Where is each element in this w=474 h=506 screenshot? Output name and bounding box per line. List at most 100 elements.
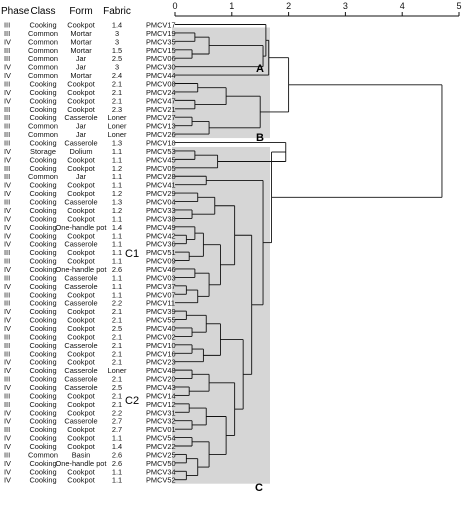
table-row: IV Cooking Cookpot 1.1 PMCV38 bbox=[4, 214, 176, 223]
cell-fabric: 2.1 bbox=[112, 375, 122, 384]
cell-phase: IV bbox=[4, 71, 11, 80]
table-row: III Common Jar Loner PMCV13 bbox=[4, 122, 176, 131]
cell-form: Cookpot bbox=[67, 400, 95, 409]
cell-class: Cooking bbox=[29, 358, 56, 367]
cell-phase: III bbox=[4, 80, 10, 89]
cell-form: Cookpot bbox=[67, 332, 95, 341]
cell-class: Cooking bbox=[29, 467, 56, 476]
cell-sample: PMCV19 bbox=[146, 29, 176, 38]
group-label-c: C bbox=[255, 482, 263, 494]
cell-sample: PMCV45 bbox=[146, 155, 176, 164]
cell-form: Cookpot bbox=[67, 434, 95, 443]
cell-class: Cooking bbox=[29, 139, 56, 148]
cell-sample: PMCV10 bbox=[146, 341, 176, 350]
cell-class: Cooking bbox=[29, 299, 56, 308]
cell-fabric: 1.1 bbox=[112, 155, 122, 164]
cell-phase: IV bbox=[4, 408, 11, 417]
cell-class: Cooking bbox=[29, 80, 56, 89]
cell-form: Cookpot bbox=[67, 425, 95, 434]
cell-fabric: 2.1 bbox=[112, 358, 122, 367]
axis-tick-label: 1 bbox=[229, 1, 234, 11]
table-row: IV Cooking Cookpot 1.1 PMCV52 bbox=[4, 476, 176, 485]
cell-sample: PMCV28 bbox=[146, 172, 176, 181]
cell-fabric: 1.3 bbox=[112, 139, 122, 148]
cell-phase: IV bbox=[4, 88, 11, 97]
cell-form: Cookpot bbox=[67, 467, 95, 476]
cell-phase: III bbox=[4, 122, 10, 131]
cell-phase: IV bbox=[4, 324, 11, 333]
cell-fabric: Loner bbox=[108, 122, 127, 131]
table-row: III Cooking Cookpot 2.1 PMCV12 bbox=[4, 400, 176, 409]
cell-class: Cooking bbox=[29, 425, 56, 434]
cell-fabric: 2.1 bbox=[112, 80, 122, 89]
cell-class: Cooking bbox=[29, 265, 56, 274]
cell-fabric: 2.1 bbox=[112, 307, 122, 316]
cell-class: Cooking bbox=[29, 366, 56, 375]
table-row: III Cooking Casserole 1.1 PMCV03 bbox=[4, 273, 176, 282]
cell-sample: PMCV30 bbox=[146, 63, 176, 72]
cell-fabric: 2.3 bbox=[112, 105, 122, 114]
axis-tick-label: 5 bbox=[456, 1, 461, 11]
cell-phase: III bbox=[4, 139, 10, 148]
table-row: III Cooking Casserole 2.2 PMCV11 bbox=[4, 299, 175, 308]
cell-class: Cooking bbox=[29, 316, 56, 325]
cell-phase: III bbox=[4, 375, 10, 384]
cell-sample: PMCV44 bbox=[146, 71, 176, 80]
cell-form: Cookpot bbox=[67, 307, 95, 316]
table-row: IV Cooking Cookpot 1.1 PMCV34 bbox=[4, 467, 176, 476]
cell-phase: III bbox=[4, 425, 10, 434]
cell-form: Casserole bbox=[64, 383, 97, 392]
cell-phase: III bbox=[4, 299, 10, 308]
cell-fabric: 2.1 bbox=[112, 332, 122, 341]
cell-fabric: 1.1 bbox=[112, 467, 122, 476]
cell-fabric: 2.5 bbox=[112, 324, 122, 333]
table-row: IV Cooking Casserole 2.7 PMCV32 bbox=[4, 417, 176, 426]
cell-fabric: 2.1 bbox=[112, 88, 122, 97]
cell-phase: IV bbox=[4, 467, 11, 476]
axis-tick-label: 4 bbox=[400, 1, 405, 11]
cell-form: Mortar bbox=[70, 71, 92, 80]
cell-sample: PMCV23 bbox=[146, 358, 176, 367]
cell-class: Cooking bbox=[29, 442, 56, 451]
cell-form: Cookpot bbox=[67, 257, 95, 266]
cell-class: Cooking bbox=[29, 88, 56, 97]
cell-fabric: 1.5 bbox=[112, 46, 122, 55]
cell-fabric: 3 bbox=[115, 37, 119, 46]
table-row: III Common Mortar 1.5 PMCV15 bbox=[4, 46, 176, 55]
cell-sample: PMCV27 bbox=[146, 113, 176, 122]
cell-class: Cooking bbox=[29, 408, 56, 417]
cell-class: Cooking bbox=[29, 164, 56, 173]
cell-phase: IV bbox=[4, 442, 11, 451]
cell-phase: III bbox=[4, 273, 10, 282]
cell-fabric: 2.2 bbox=[112, 299, 122, 308]
cell-phase: IV bbox=[4, 214, 11, 223]
cell-sample: PMCV37 bbox=[146, 282, 176, 291]
cell-form: Jar bbox=[76, 172, 87, 181]
cell-fabric: 1.1 bbox=[112, 257, 122, 266]
cell-class: Cooking bbox=[29, 332, 56, 341]
cell-phase: IV bbox=[4, 231, 11, 240]
table-row: IV Cooking Casserole 2.5 PMCV43 bbox=[4, 383, 176, 392]
cell-phase: III bbox=[4, 46, 10, 55]
cell-class: Cooking bbox=[29, 375, 56, 384]
cell-fabric: 1.2 bbox=[112, 206, 122, 215]
cell-class: Cooking bbox=[29, 400, 56, 409]
cell-sample: PMCV01 bbox=[146, 425, 176, 434]
cell-sample: PMCV24 bbox=[146, 88, 176, 97]
cell-sample: PMCV50 bbox=[146, 459, 176, 468]
cell-form: Cookpot bbox=[67, 105, 95, 114]
cell-form: Casserole bbox=[64, 282, 97, 291]
cell-class: Cooking bbox=[29, 273, 56, 282]
cell-fabric: 1.1 bbox=[112, 231, 122, 240]
group-label-c2: C2 bbox=[125, 395, 139, 407]
table-row: IV Cooking Cookpot 2.5 PMCV40 bbox=[4, 324, 176, 333]
table-row: IV Cooking Cookpot 1.2 PMCV33 bbox=[4, 206, 176, 215]
cell-form: Cookpot bbox=[67, 181, 95, 190]
table-header: Phase Class Form Fabric bbox=[1, 6, 131, 17]
cell-fabric: 1.1 bbox=[112, 282, 122, 291]
cell-fabric: Loner bbox=[108, 366, 127, 375]
cell-form: Casserole bbox=[64, 273, 97, 282]
cell-phase: IV bbox=[4, 358, 11, 367]
cell-form: Cookpot bbox=[67, 189, 95, 198]
cell-class: Common bbox=[28, 71, 58, 80]
